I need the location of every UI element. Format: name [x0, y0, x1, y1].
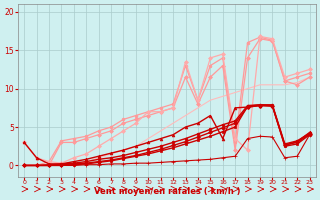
X-axis label: Vent moyen/en rafales ( km/h ): Vent moyen/en rafales ( km/h ): [94, 187, 240, 196]
